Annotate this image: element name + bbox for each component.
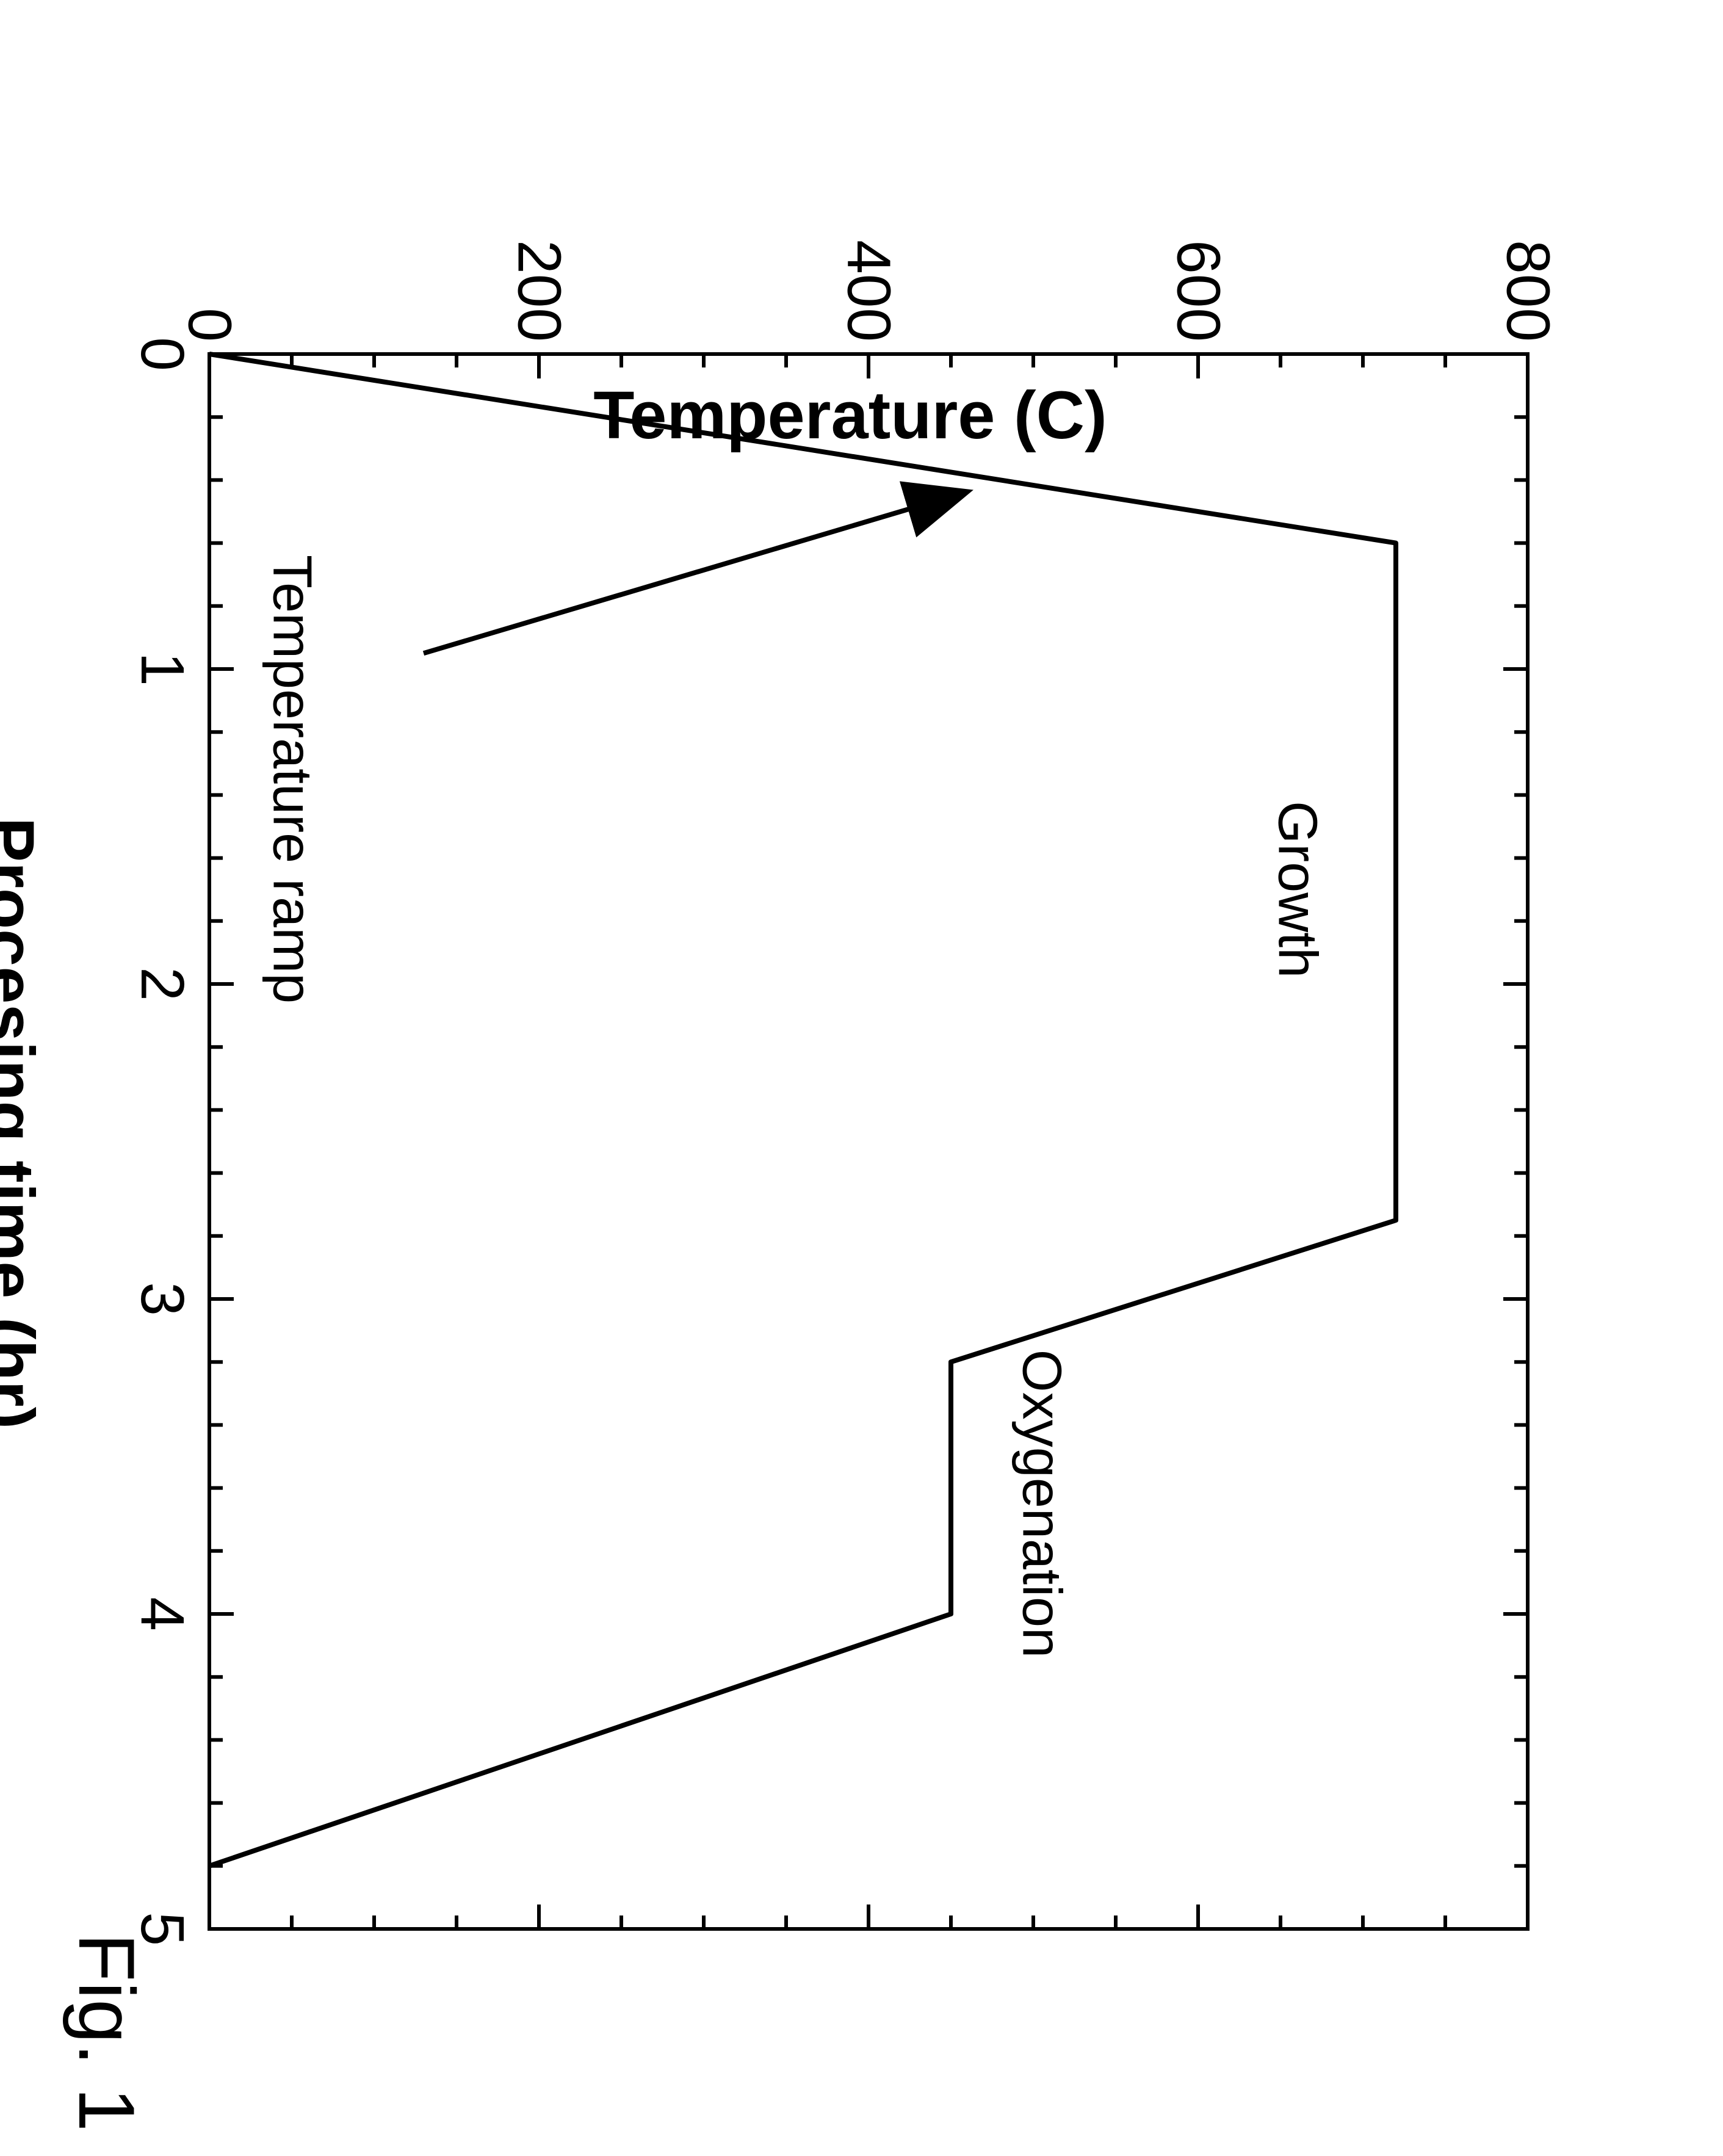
landscape-canvas: Temperature (C) Procesing time (hr) 0 1 2 3… bbox=[0, 0, 1723, 2156]
x-tick-label: 4 bbox=[127, 1597, 197, 1631]
y-tick-label: 200 bbox=[504, 208, 574, 342]
page: Temperature (C) Procesing time (hr) 0 1 2 3… bbox=[0, 0, 1723, 2156]
chart-annotation: Oxygenation bbox=[1010, 1350, 1073, 1658]
x-tick-label: 1 bbox=[127, 652, 197, 686]
y-tick-label: 0 bbox=[175, 208, 245, 342]
x-tick-label: 3 bbox=[127, 1282, 197, 1316]
chart-annotation: Temperature ramp bbox=[261, 555, 323, 1004]
y-axis-label: Temperature (C) bbox=[593, 377, 1107, 454]
y-tick-label: 400 bbox=[834, 208, 904, 342]
line-chart bbox=[136, 281, 1564, 1966]
chart-area: Temperature (C) Procesing time (hr) 0123… bbox=[136, 281, 1564, 1966]
x-tick-label: 0 bbox=[127, 337, 197, 371]
chart-annotation: Growth bbox=[1266, 801, 1329, 978]
y-tick-label: 600 bbox=[1163, 208, 1234, 342]
x-tick-label: 2 bbox=[127, 967, 197, 1001]
x-axis-label: Procesing time (hr) bbox=[0, 817, 49, 1429]
y-tick-label: 800 bbox=[1493, 208, 1563, 342]
figure-label: Fig. 1 bbox=[61, 1933, 153, 2132]
